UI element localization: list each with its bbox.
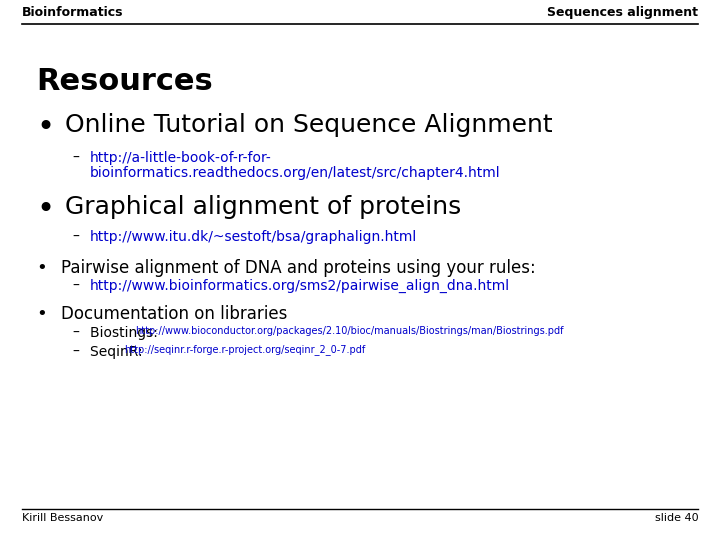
Text: http://www.bioconductor.org/packages/2.10/bioc/manuals/Biostrings/man/Biostrings: http://www.bioconductor.org/packages/2.1… — [135, 326, 564, 336]
Text: Sequences alignment: Sequences alignment — [547, 6, 698, 19]
Text: –: – — [72, 279, 79, 293]
Text: Kirill Bessanov: Kirill Bessanov — [22, 513, 103, 523]
Text: Graphical alignment of proteins: Graphical alignment of proteins — [65, 195, 461, 219]
Text: –: – — [72, 151, 79, 165]
Text: –: – — [72, 230, 79, 244]
Text: –: – — [72, 326, 79, 340]
Text: •: • — [36, 259, 47, 277]
Text: •: • — [36, 305, 47, 323]
Text: Biostings:: Biostings: — [90, 326, 162, 340]
Text: •: • — [36, 113, 54, 143]
Text: slide 40: slide 40 — [654, 513, 698, 523]
Text: –: – — [72, 345, 79, 359]
Text: Documentation on libraries: Documentation on libraries — [61, 305, 287, 323]
Text: http://www.itu.dk/~sestoft/bsa/graphalign.html: http://www.itu.dk/~sestoft/bsa/graphalig… — [90, 230, 418, 244]
Text: Bioinformatics: Bioinformatics — [22, 6, 123, 19]
Text: http://seqinr.r-forge.r-project.org/seqinr_2_0-7.pdf: http://seqinr.r-forge.r-project.org/seqi… — [124, 345, 365, 355]
Text: Pairwise alignment of DNA and proteins using your rules:: Pairwise alignment of DNA and proteins u… — [61, 259, 536, 277]
Text: http://a-little-book-of-r-for-: http://a-little-book-of-r-for- — [90, 151, 271, 165]
Text: •: • — [36, 195, 54, 225]
Text: Online Tutorial on Sequence Alignment: Online Tutorial on Sequence Alignment — [65, 113, 552, 137]
Text: http://www.bioinformatics.org/sms2/pairwise_align_dna.html: http://www.bioinformatics.org/sms2/pairw… — [90, 279, 510, 293]
Text: Resources: Resources — [36, 68, 212, 97]
Text: bioinformatics.readthedocs.org/en/latest/src/chapter4.html: bioinformatics.readthedocs.org/en/latest… — [90, 166, 500, 180]
Text: SeqinR:: SeqinR: — [90, 345, 147, 359]
